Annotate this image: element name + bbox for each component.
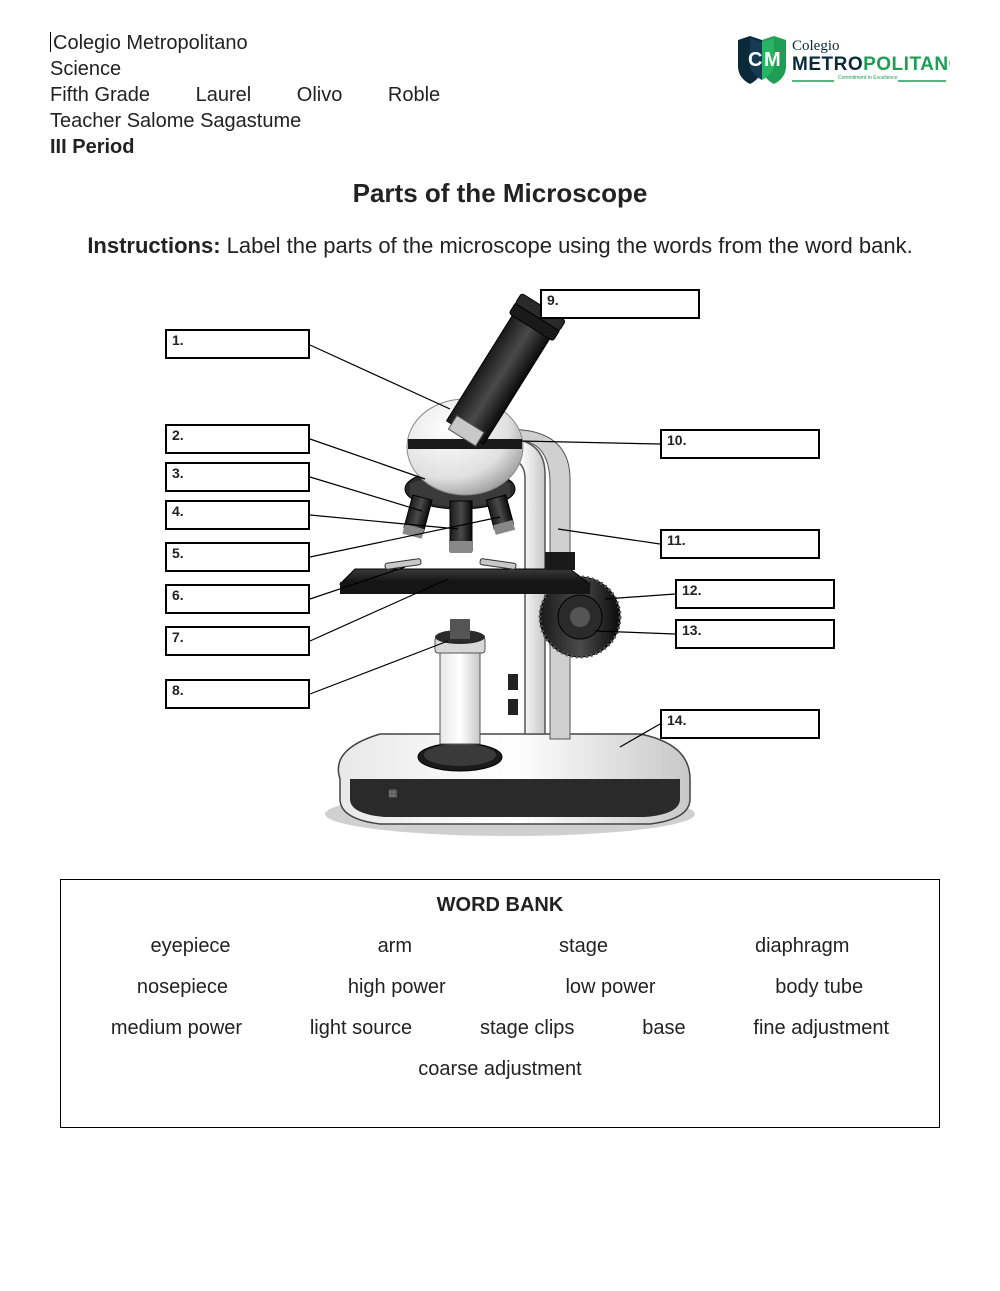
logo-politano: POLITANO bbox=[863, 54, 950, 75]
school-logo: C M Colegio METROPOLITANO Commitment to … bbox=[730, 30, 950, 95]
wb-word: low power bbox=[555, 976, 665, 999]
microscope-diagram: ▦ bbox=[150, 279, 850, 849]
word-bank-row-2: nosepiece high power low power body tube bbox=[77, 976, 923, 999]
grade-line: Fifth Grade Laurel Olivo Roble bbox=[50, 82, 440, 108]
word-bank-row-1: eyepiece arm stage diaphragm bbox=[77, 935, 923, 958]
school-name: Colegio Metropolitano bbox=[50, 30, 440, 56]
microscope-light-column bbox=[435, 619, 518, 744]
wb-word: stage clips bbox=[470, 1017, 585, 1040]
wb-word: stage bbox=[549, 935, 618, 958]
diagram-label-box[interactable]: 12. bbox=[675, 579, 835, 609]
section-1: Laurel bbox=[196, 82, 252, 108]
logo-svg: C M Colegio METROPOLITANO Commitment to … bbox=[730, 30, 950, 90]
microscope-stage bbox=[340, 552, 590, 594]
wb-word: eyepiece bbox=[141, 935, 241, 958]
teacher: Teacher Salome Sagastume bbox=[50, 108, 440, 134]
subject: Science bbox=[50, 56, 440, 82]
worksheet-page: Colegio Metropolitano Science Fifth Grad… bbox=[0, 0, 1000, 1291]
logo-metro: METRO bbox=[792, 54, 863, 75]
section-2: Olivo bbox=[297, 82, 343, 108]
word-bank-row-3: medium power light source stage clips ba… bbox=[77, 1017, 923, 1040]
instructions-label: Instructions: bbox=[87, 233, 220, 258]
worksheet-title: Parts of the Microscope bbox=[50, 178, 950, 209]
grade: Fifth Grade bbox=[50, 82, 150, 108]
word-bank-title: WORD BANK bbox=[77, 894, 923, 917]
svg-text:C: C bbox=[748, 49, 762, 71]
diagram-label-box[interactable]: 10. bbox=[660, 429, 820, 459]
diagram-label-box[interactable]: 4. bbox=[165, 500, 310, 530]
wb-word: base bbox=[632, 1017, 695, 1040]
diagram-label-box[interactable]: 5. bbox=[165, 542, 310, 572]
logo-tagline: Commitment to Excellence bbox=[838, 75, 898, 81]
diagram-label-box[interactable]: 3. bbox=[165, 462, 310, 492]
wb-word: medium power bbox=[101, 1017, 252, 1040]
diagram-label-box[interactable]: 2. bbox=[165, 424, 310, 454]
svg-text:▦: ▦ bbox=[388, 788, 397, 799]
diagram-label-box[interactable]: 8. bbox=[165, 679, 310, 709]
diagram-label-box[interactable]: 14. bbox=[660, 709, 820, 739]
wb-word: light source bbox=[300, 1017, 422, 1040]
wb-word: body tube bbox=[765, 976, 873, 999]
word-bank-row-4: coarse adjustment bbox=[77, 1058, 923, 1081]
svg-text:METROPOLITANO: METROPOLITANO bbox=[792, 54, 950, 75]
wb-word: diaphragm bbox=[745, 935, 860, 958]
header: Colegio Metropolitano Science Fifth Grad… bbox=[50, 30, 950, 160]
instructions-text: Label the parts of the microscope using … bbox=[221, 233, 913, 258]
wb-word: high power bbox=[338, 976, 456, 999]
microscope-base: ▦ bbox=[325, 734, 695, 836]
section-3: Roble bbox=[388, 82, 440, 108]
word-bank: WORD BANK eyepiece arm stage diaphragm n… bbox=[60, 879, 940, 1128]
diagram-label-box[interactable]: 11. bbox=[660, 529, 820, 559]
diagram-label-box[interactable]: 9. bbox=[540, 289, 700, 319]
logo-top-text: Colegio bbox=[792, 38, 840, 54]
instructions: Instructions: Label the parts of the mic… bbox=[60, 231, 940, 261]
header-text-block: Colegio Metropolitano Science Fifth Grad… bbox=[50, 30, 440, 160]
diagram-label-box[interactable]: 13. bbox=[675, 619, 835, 649]
diagram-label-box[interactable]: 7. bbox=[165, 626, 310, 656]
diagram-label-box[interactable]: 6. bbox=[165, 584, 310, 614]
wb-word: arm bbox=[368, 935, 422, 958]
wb-word: nosepiece bbox=[127, 976, 238, 999]
svg-text:M: M bbox=[764, 49, 781, 71]
objective-right bbox=[486, 495, 515, 535]
period: III Period bbox=[50, 134, 440, 160]
wb-word: coarse adjustment bbox=[408, 1058, 591, 1081]
wb-word: fine adjustment bbox=[743, 1017, 899, 1040]
diagram-label-box[interactable]: 1. bbox=[165, 329, 310, 359]
